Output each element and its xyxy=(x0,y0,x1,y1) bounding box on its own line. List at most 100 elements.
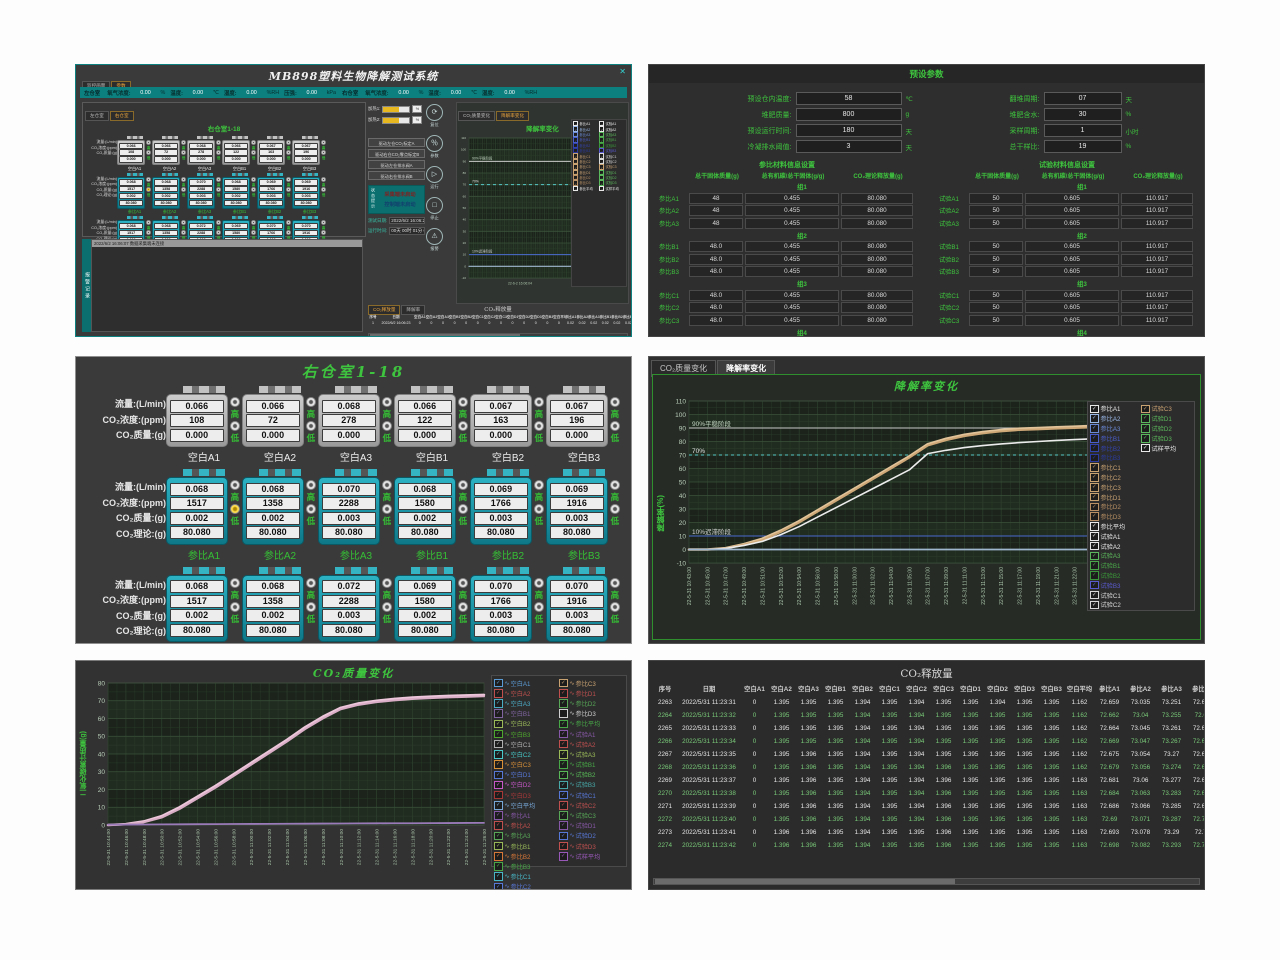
mini-table-scrollbar[interactable] xyxy=(368,333,628,336)
legend-checkbox[interactable]: ✓ xyxy=(599,142,605,149)
param-value[interactable]: 48.0 xyxy=(689,266,743,277)
legend-item-空白A2[interactable]: ✓ ∿ 空白A2 xyxy=(494,688,559,698)
legend-checkbox[interactable]: ✓ xyxy=(1090,473,1099,482)
table-scrollbar[interactable] xyxy=(653,878,1200,885)
legend-checkbox[interactable]: ✓ xyxy=(599,158,605,165)
legend-checkbox[interactable]: ✓ xyxy=(1090,434,1099,443)
legend-item-参比C1[interactable]: ✓ 参比C1 xyxy=(1090,463,1141,473)
legend-item-参比B3[interactable]: ✓ ∿ 参比B3 xyxy=(494,861,559,871)
legend-checkbox[interactable]: ✓ xyxy=(599,180,605,187)
legend-item-试验B3[interactable]: ✓ ∿ 试验B3 xyxy=(559,780,624,790)
param-value[interactable]: 0.605 xyxy=(1025,253,1119,265)
param-value[interactable]: 48.0 xyxy=(689,253,743,265)
legend-item-空白C3[interactable]: ✓ ∿ 空白C3 xyxy=(494,760,559,770)
param-value[interactable]: 0.455 xyxy=(745,253,839,265)
legend-item-试验B2[interactable]: ✓ ∿ 试验B2 xyxy=(559,770,624,780)
param-value[interactable]: 48 xyxy=(689,192,743,204)
legend-item-试验A3[interactable]: ✓ 试验A3 xyxy=(599,131,625,138)
legend-checkbox[interactable] xyxy=(559,709,568,718)
legend-checkbox[interactable]: ✓ xyxy=(599,121,605,127)
legend-checkbox[interactable]: ✓ xyxy=(573,142,579,149)
legend-item-参比D3[interactable]: ✓ 参比D3 xyxy=(1090,512,1141,522)
legend-item-试验C3[interactable]: ✓ 试验C3 xyxy=(1141,404,1192,414)
legend-item-参比B3[interactable]: ✓ 参比B3 xyxy=(573,147,599,154)
legend-item-参比A1[interactable]: ✓ 参比A1 xyxy=(1090,404,1141,414)
tab-降解率变化[interactable]: 降解率变化 xyxy=(496,111,530,121)
legend-item-试验D2[interactable]: ✓ 试验D2 xyxy=(1141,424,1192,434)
legend-item-参比平均[interactable]: ✓ 参比平均 xyxy=(573,185,599,192)
param-value[interactable]: 110.917 xyxy=(1121,205,1193,216)
legend-checkbox[interactable]: ✓ xyxy=(494,739,503,749)
param-value[interactable]: 50 xyxy=(969,314,1023,326)
legend-checkbox[interactable]: ✓ xyxy=(559,801,568,810)
legend-item-试验C1[interactable]: ✓ 试验C1 xyxy=(599,153,625,160)
param-value[interactable]: 0.455 xyxy=(745,289,839,301)
legend-checkbox[interactable]: ✓ xyxy=(494,750,503,759)
legend-checkbox[interactable]: ✓ xyxy=(573,180,579,187)
param-input[interactable]: 30 xyxy=(1043,108,1122,121)
legend-checkbox[interactable]: ✓ xyxy=(559,831,568,841)
legend-item-参比B1[interactable]: ✓ 参比B1 xyxy=(1090,433,1141,443)
legend-item-试验D2[interactable]: ✓ ∿ 试验D2 xyxy=(559,831,624,841)
legend-checkbox[interactable]: ✓ xyxy=(559,780,568,790)
param-value[interactable]: 0.605 xyxy=(1025,192,1119,204)
legend-checkbox[interactable]: ✓ xyxy=(1141,414,1150,423)
scrollbar-thumb[interactable] xyxy=(370,334,520,336)
tab-CO₂质量变化[interactable]: CO₂质量变化 xyxy=(458,111,496,121)
close-icon[interactable]: ✕ xyxy=(619,67,626,76)
round-button[interactable]: ▷ 运行 xyxy=(425,166,444,190)
param-value[interactable]: 0.605 xyxy=(1025,241,1119,252)
legend-item-参比A2[interactable]: ✓ ∿ 参比A2 xyxy=(494,821,559,831)
legend-item-空白B1[interactable]: ✓ ∿ 空白B1 xyxy=(494,709,559,719)
param-value[interactable]: 80.080 xyxy=(841,192,913,204)
legend-checkbox[interactable]: ✓ xyxy=(559,852,568,861)
param-value[interactable]: 0.455 xyxy=(745,314,839,326)
运行-icon[interactable]: ▷ xyxy=(426,166,443,183)
command-button[interactable]: 驱动右仓排水阀B xyxy=(368,171,425,180)
legend-checkbox[interactable]: ✓ xyxy=(1090,404,1099,414)
param-value[interactable]: 0.605 xyxy=(1025,266,1119,277)
legend-item-参比A3[interactable]: ✓ 参比A3 xyxy=(1090,424,1141,434)
legend-checkbox[interactable]: ✓ xyxy=(573,169,579,176)
legend-checkbox[interactable]: ✓ xyxy=(599,131,605,138)
legend-item-空白B2[interactable]: ✓ ∿ 空白B2 xyxy=(494,719,559,729)
tab-右仓室[interactable]: 右仓室 xyxy=(109,111,134,121)
legend-checkbox[interactable]: ✓ xyxy=(559,841,568,851)
param-value[interactable]: 0.455 xyxy=(745,205,839,216)
param-value[interactable]: 50 xyxy=(969,266,1023,277)
legend-item-空白D1[interactable]: ✓ ∿ 空白D1 xyxy=(494,770,559,780)
param-value[interactable]: 0.455 xyxy=(745,302,839,313)
legend-item-试验A2[interactable]: ✓ 试验A2 xyxy=(1090,541,1141,551)
legend-item-参比C2[interactable]: ✓ 参比C2 xyxy=(573,158,599,165)
legend-item-空白A1[interactable]: ✓ ∿ 空白A1 xyxy=(494,678,559,688)
legend-checkbox[interactable]: ✓ xyxy=(559,699,568,708)
param-input[interactable]: 58 xyxy=(795,92,902,105)
param-value[interactable]: 110.917 xyxy=(1121,192,1193,204)
legend-checkbox[interactable]: ✓ xyxy=(1090,541,1099,551)
legend-item-试验B3[interactable]: ✓ 试验B3 xyxy=(1090,580,1141,590)
legend-checkbox[interactable]: ✓ xyxy=(559,760,568,769)
legend-checkbox[interactable]: ✓ xyxy=(599,126,605,133)
legend-item-参比C3[interactable]: ✓ 参比C3 xyxy=(573,164,599,170)
param-value[interactable]: 48 xyxy=(689,205,743,216)
param-value[interactable]: 110.917 xyxy=(1121,217,1193,229)
legend-checkbox[interactable]: ✓ xyxy=(599,185,605,192)
legend-item-试验A1[interactable]: ✓ ∿ 试验A1 xyxy=(559,729,624,739)
legend-checkbox[interactable]: ✓ xyxy=(573,153,579,160)
legend-checkbox[interactable]: ✓ xyxy=(559,790,568,800)
legend-checkbox[interactable]: ✓ xyxy=(559,719,568,729)
legend-item-试验B2[interactable]: ✓ 试验B2 xyxy=(1090,571,1141,581)
param-value[interactable]: 80.080 xyxy=(841,302,913,313)
legend-item-参比D3[interactable]: ∿ 参比D3 xyxy=(559,709,624,719)
legend-checkbox[interactable]: ✓ xyxy=(599,153,605,160)
legend-item-试验A2[interactable]: ✓ 试验A2 xyxy=(599,126,625,133)
param-value[interactable]: 110.917 xyxy=(1121,266,1193,277)
legend-item-参比D2[interactable]: ✓ 参比D2 xyxy=(573,174,599,181)
legend-item-参比C1[interactable]: ✓ ∿ 参比C1 xyxy=(494,872,559,882)
legend-item-试验A1[interactable]: ✓ 试验A1 xyxy=(599,121,625,127)
legend-item-参比D2[interactable]: ✓ 参比D2 xyxy=(1090,502,1141,512)
param-value[interactable]: 110.917 xyxy=(1121,253,1193,265)
param-value[interactable]: 80.080 xyxy=(841,289,913,301)
legend-checkbox[interactable]: ✓ xyxy=(559,729,568,739)
param-value[interactable]: 0.605 xyxy=(1025,302,1119,313)
